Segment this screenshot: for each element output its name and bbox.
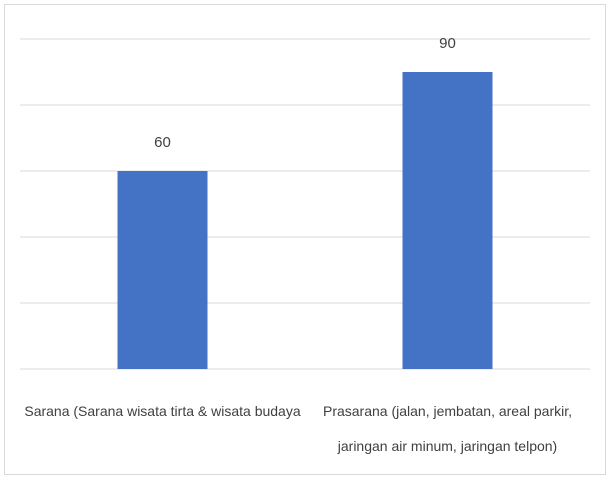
x-tick-label: Sarana (Sarana wisata tirta & wisata bud… [24, 403, 301, 419]
bar [117, 171, 208, 369]
x-tick-label: Prasarana (jalan, jembatan, areal parkir… [322, 403, 573, 454]
data-label: 60 [154, 134, 171, 151]
bar [402, 72, 493, 369]
chart-border [4, 4, 606, 475]
data-label: 90 [439, 35, 456, 52]
